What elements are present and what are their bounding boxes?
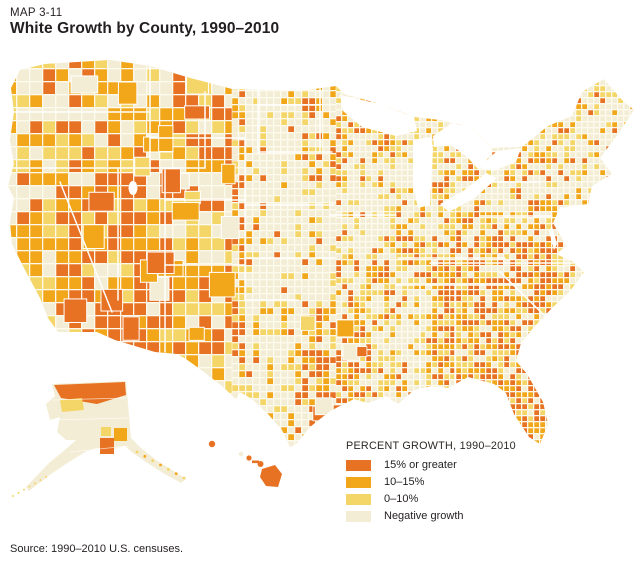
legend-swatch-3 [346, 511, 371, 522]
page-title: White Growth by County, 1990–2010 [10, 20, 280, 37]
legend-item: 10–15% [346, 477, 516, 488]
legend-item: 15% or greater [346, 460, 516, 471]
legend-rows: 15% or greater 10–15% 0–10% Negative growth [346, 460, 516, 522]
legend-swatch-0 [346, 460, 371, 471]
alaska [12, 381, 186, 497]
map-number-label: MAP 3-11 [10, 7, 63, 19]
legend-swatch-1 [346, 477, 371, 488]
legend-title: PERCENT GROWTH, 1990–2010 [346, 440, 516, 452]
hawaii [208, 440, 282, 487]
legend-label: 0–10% [384, 493, 419, 505]
legend-swatch-2 [346, 494, 371, 505]
legend-item: Negative growth [346, 511, 516, 522]
legend-label: 10–15% [384, 476, 425, 488]
source-note: Source: 1990–2010 U.S. censuses. [10, 543, 184, 555]
legend-item: 0–10% [346, 494, 516, 505]
legend-label: Negative growth [384, 510, 464, 522]
legend-label: 15% or greater [384, 459, 457, 471]
legend: PERCENT GROWTH, 1990–2010 15% or greater… [346, 440, 516, 528]
